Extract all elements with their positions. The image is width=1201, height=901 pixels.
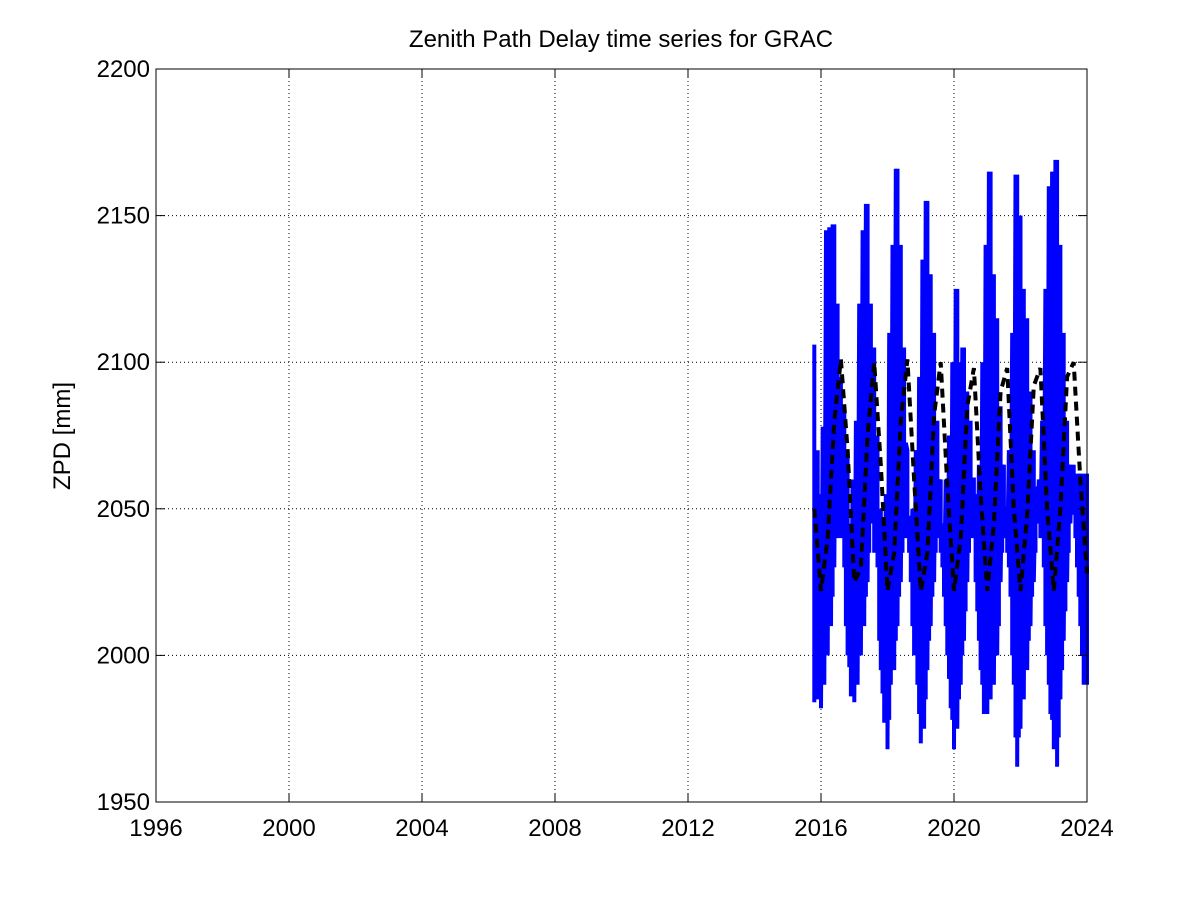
tick-labels: 1996 2000 2004 2008 2012 2016 2020 2024 1950 2000… [97, 56, 1114, 842]
zpd-observed-series [812, 159, 1089, 767]
y-tick-label: 2200 [97, 56, 150, 83]
y-tick-label: 2050 [97, 496, 150, 523]
y-axis-label: ZPD [mm] [49, 382, 76, 490]
x-tick-label: 1996 [129, 815, 182, 842]
plot-axes [155, 68, 1088, 803]
y-tick-label: 2150 [97, 203, 150, 230]
x-tick-label: 2008 [528, 815, 581, 842]
x-tick-label: 2016 [794, 815, 847, 842]
x-tick-label: 2024 [1060, 815, 1113, 842]
chart-title: Zenith Path Delay time series for GRAC [409, 26, 833, 53]
x-tick-label: 2012 [661, 815, 714, 842]
y-tick-label: 1950 [97, 789, 150, 816]
x-tick-label: 2000 [262, 815, 315, 842]
plot-frame [155, 68, 1088, 803]
x-tick-label: 2020 [927, 815, 980, 842]
x-tick-label: 2004 [395, 815, 448, 842]
plot-series [812, 159, 1089, 767]
y-tick-label: 2100 [97, 349, 150, 376]
y-tick-label: 2000 [97, 642, 150, 669]
